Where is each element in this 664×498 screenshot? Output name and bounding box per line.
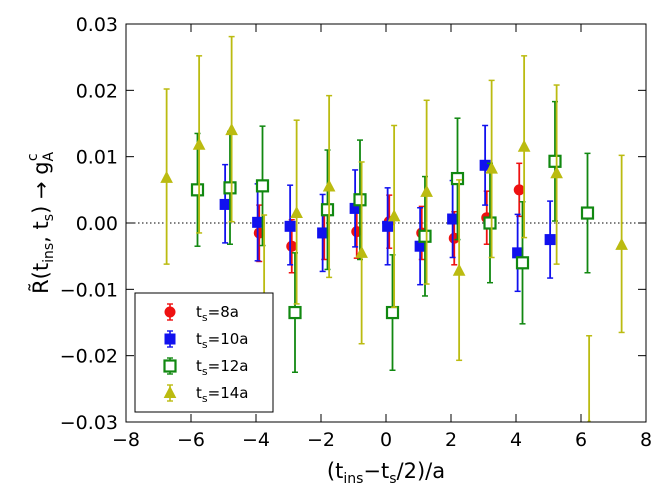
- legend-entry: ts=8a: [164, 303, 239, 324]
- y-tick-label: 0.01: [76, 147, 118, 169]
- x-tick-label: −8: [112, 429, 140, 451]
- legend-marker: [164, 306, 176, 318]
- data-point: [190, 183, 205, 197]
- data-point: [452, 263, 466, 276]
- data-point: [548, 154, 562, 168]
- y-tick-label: 0.02: [76, 80, 118, 102]
- legend-label: ts=8a: [196, 303, 239, 324]
- legend-entry: ts=14a: [163, 384, 248, 405]
- x-tick-label: 8: [640, 429, 652, 451]
- legend-label: ts=12a: [196, 357, 248, 378]
- data-point: [355, 245, 368, 258]
- data-point: [317, 227, 329, 239]
- legend-label: ts=10a: [196, 330, 248, 351]
- y-tick-label: −0.03: [60, 412, 118, 434]
- data-point: [255, 179, 270, 193]
- legend-marker: [164, 333, 176, 345]
- series-t_s=12a: [190, 100, 595, 373]
- data-point: [288, 305, 302, 320]
- y-tick-label: −0.01: [60, 279, 118, 301]
- data-point: [587, 418, 592, 422]
- data-point: [418, 229, 432, 243]
- data-point: [322, 179, 336, 192]
- data-point: [353, 193, 367, 207]
- legend: ts=8a ts=10a ts=12a ts=14a: [134, 292, 274, 413]
- legend-box: [134, 292, 274, 413]
- data-point: [513, 184, 525, 196]
- data-point: [580, 206, 595, 220]
- y-tick-label: −0.02: [60, 346, 118, 368]
- x-tick-label: −6: [177, 429, 205, 451]
- data-point: [515, 256, 530, 270]
- data-point: [483, 216, 497, 230]
- data-point: [517, 139, 531, 152]
- x-tick-label: −4: [242, 429, 270, 451]
- data-point: [544, 234, 556, 246]
- legend-entry: ts=10a: [164, 330, 248, 351]
- data-point: [223, 181, 237, 195]
- x-tick-label: 2: [445, 429, 457, 451]
- legend-marker: [163, 385, 177, 398]
- legend-label: ts=14a: [196, 384, 248, 405]
- data-point: [290, 205, 303, 219]
- y-tick-label: 0.03: [76, 14, 118, 36]
- x-tick-label: 6: [575, 429, 587, 451]
- x-tick-label: 4: [510, 429, 522, 451]
- data-point: [615, 237, 628, 250]
- data-point: [160, 170, 173, 183]
- data-point: [485, 161, 498, 174]
- y-tick-label: 0.00: [76, 213, 118, 235]
- data-point: [219, 198, 231, 210]
- data-point: [550, 166, 563, 179]
- x-axis-label: (tins−ts/2)/a: [327, 459, 445, 487]
- data-point: [450, 171, 465, 186]
- data-point: [284, 220, 296, 232]
- legend-entry: ts=12a: [163, 357, 248, 378]
- data-point: [252, 216, 264, 228]
- data-point: [225, 123, 238, 136]
- data-point: [382, 220, 394, 232]
- series-t_s=10a: [219, 124, 556, 293]
- data-point: [192, 137, 206, 150]
- data-point: [420, 184, 433, 197]
- y-axis-label: R̃(tins, ts) → gAc: [25, 151, 57, 293]
- data-point: [385, 305, 400, 320]
- data-point: [286, 240, 298, 252]
- data-point: [387, 209, 401, 222]
- x-tick-label: 0: [380, 429, 392, 451]
- data-point: [447, 213, 459, 225]
- legend-marker: [163, 359, 177, 373]
- x-tick-label: −2: [307, 429, 335, 451]
- data-point: [320, 203, 335, 217]
